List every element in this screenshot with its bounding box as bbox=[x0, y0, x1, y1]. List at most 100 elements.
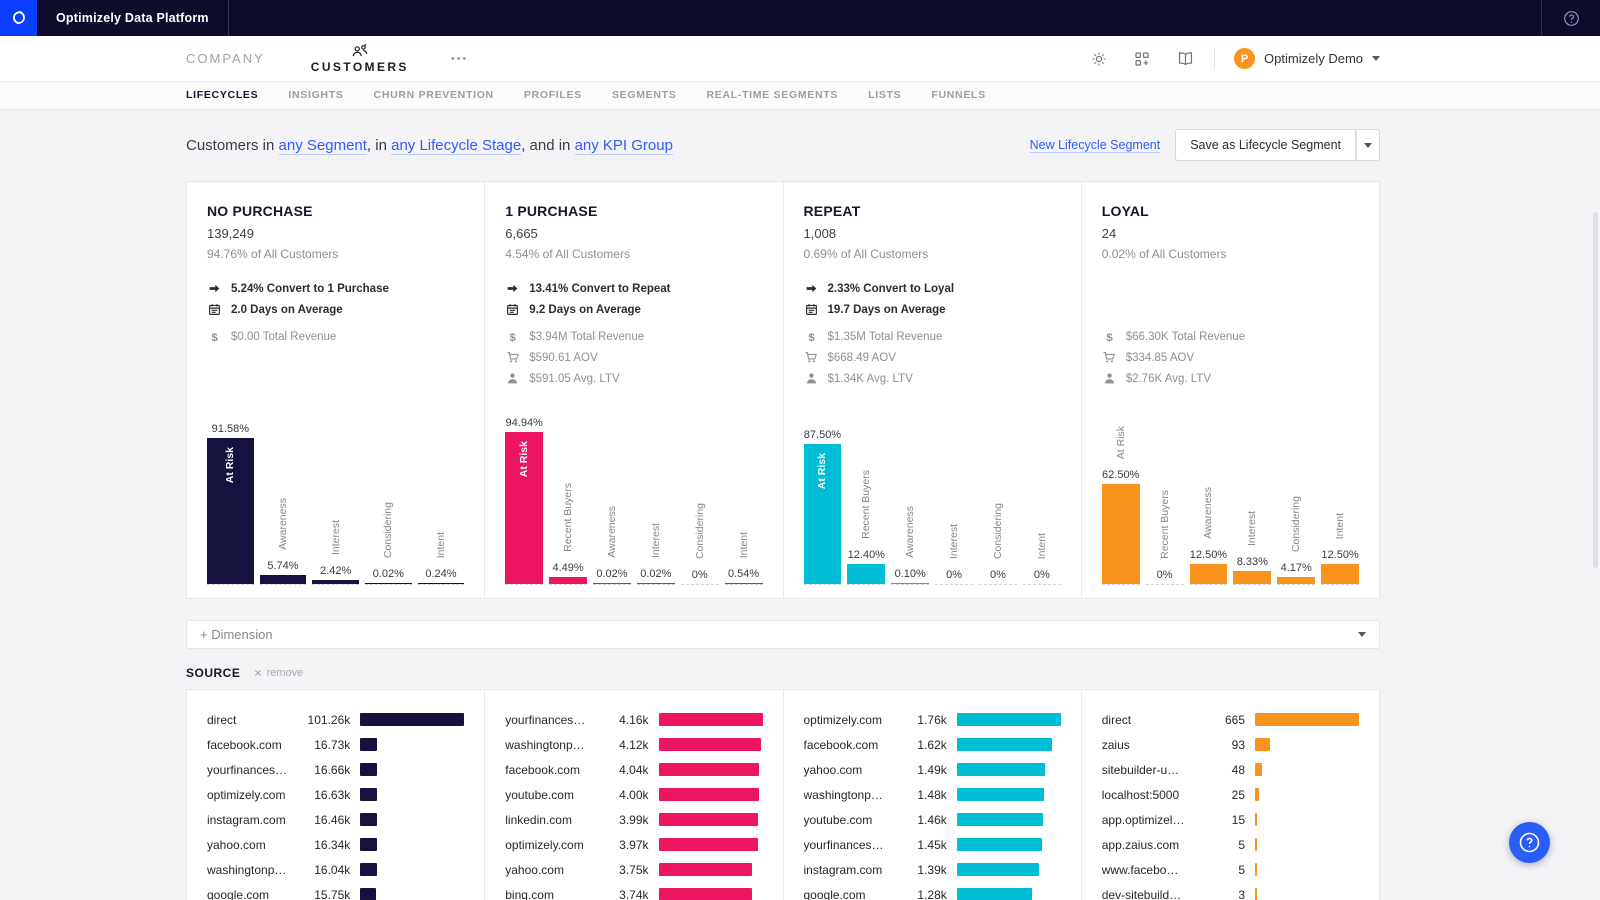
account-name[interactable]: Optimizely Demo bbox=[1264, 51, 1363, 66]
source-panel: optimizely.com 1.76k facebook.com 1.62k yaho… bbox=[784, 690, 1082, 900]
stat-row: $ $3.94M Total Revenue bbox=[505, 326, 762, 347]
source-bar bbox=[658, 713, 763, 726]
nav-company[interactable]: COMPANY bbox=[186, 51, 265, 66]
lifecycle-bar[interactable] bbox=[1233, 570, 1272, 584]
save-as-lifecycle-segment-button[interactable]: Save as Lifecycle Segment bbox=[1175, 129, 1356, 161]
optimizely-logo[interactable] bbox=[0, 0, 37, 36]
source-bar bbox=[1255, 863, 1257, 876]
lifecycle-bar[interactable] bbox=[364, 583, 412, 584]
tab-lists[interactable]: LISTS bbox=[868, 89, 902, 101]
lifecycle-bar[interactable] bbox=[417, 583, 465, 584]
svg-text:$: $ bbox=[510, 332, 517, 344]
source-value: 1.39k bbox=[917, 862, 947, 877]
stage-title: REPEAT bbox=[803, 203, 861, 219]
lifecycle-bar[interactable] bbox=[1189, 564, 1228, 584]
lifecycle-bar[interactable] bbox=[1101, 484, 1140, 584]
lifecycle-bar[interactable] bbox=[593, 583, 631, 584]
bar-baseline bbox=[312, 584, 359, 585]
source-row: yahoo.com 16.34k bbox=[207, 832, 464, 857]
lifecycle-bar[interactable]: At Risk bbox=[803, 444, 842, 584]
lifecycle-bar[interactable] bbox=[1321, 564, 1359, 584]
source-value: 1.48k bbox=[917, 787, 947, 802]
save-button-group: Save as Lifecycle Segment bbox=[1175, 129, 1380, 161]
nav-more[interactable]: ••• bbox=[450, 52, 469, 65]
bar-label-text: Considering bbox=[382, 501, 395, 558]
source-bar bbox=[956, 738, 1053, 751]
tab-insights[interactable]: INSIGHTS bbox=[288, 89, 344, 101]
save-options-caret-button[interactable] bbox=[1356, 129, 1380, 161]
stage-panel-repeat: REPEAT 1,008 0.69% of All Customers 2.33% C… bbox=[784, 182, 1082, 598]
page-scrollbar-thumb[interactable] bbox=[1593, 212, 1598, 568]
arrow-right-icon bbox=[804, 282, 819, 295]
section-tabs: LIFECYCLES INSIGHTS CHURN PREVENTION PROFIL… bbox=[0, 82, 1600, 110]
lifecycle-bar[interactable] bbox=[259, 574, 307, 584]
source-row: facebook.com 1.62k bbox=[804, 732, 1061, 757]
docs-book-icon[interactable] bbox=[1177, 51, 1194, 66]
bar-cell-considering: Considering 4.17% bbox=[1277, 496, 1316, 585]
stat-row: $590.61 AOV bbox=[505, 347, 762, 368]
nav-customers[interactable]: CUSTOMERS bbox=[311, 43, 409, 74]
segment-filter-link[interactable]: any Segment bbox=[278, 136, 367, 155]
stage-share: 0.02% of All Customers bbox=[1101, 247, 1227, 261]
source-row: bing.com 3.74k bbox=[505, 882, 762, 900]
nav-customers-label: CUSTOMERS bbox=[310, 60, 409, 74]
new-lifecycle-segment-link[interactable]: New Lifecycle Segment bbox=[1029, 137, 1161, 153]
tab-funnels[interactable]: FUNNELS bbox=[931, 89, 986, 101]
kpi-filter-link[interactable]: any KPI Group bbox=[574, 136, 673, 155]
bar-cell-at-risk: At Risk 62.50% bbox=[1101, 426, 1140, 585]
lifecycle-bar[interactable] bbox=[312, 580, 359, 584]
source-value: 3.99k bbox=[619, 812, 649, 827]
source-bar-area bbox=[658, 838, 763, 851]
lifecycle-bar[interactable]: At Risk bbox=[505, 432, 544, 584]
source-label: direct bbox=[1101, 712, 1132, 727]
account-avatar[interactable]: P bbox=[1234, 48, 1256, 69]
source-row: optimizely.com 1.76k bbox=[804, 707, 1061, 732]
bar-baseline bbox=[979, 584, 1017, 585]
source-label: yahoo.com bbox=[505, 862, 564, 877]
settings-gear-icon[interactable] bbox=[1091, 51, 1107, 67]
source-label: app.zaius.com bbox=[1101, 837, 1180, 852]
source-bar bbox=[658, 738, 762, 751]
bar-label-text: Recent Buyers bbox=[860, 470, 873, 540]
source-label: localhost:5000 bbox=[1101, 787, 1180, 802]
bar-label: Recent Buyers bbox=[1159, 490, 1171, 562]
source-bar bbox=[1255, 888, 1257, 900]
stage-share: 0.69% of All Customers bbox=[803, 247, 929, 261]
tab-real-time-segments[interactable]: REAL-TIME SEGMENTS bbox=[706, 89, 839, 101]
stage-panel-1-purchase: 1 PURCHASE 6,665 4.54% of All Customers 13.… bbox=[485, 182, 784, 598]
help-icon[interactable] bbox=[1542, 10, 1600, 27]
lifecycle-bar[interactable]: At Risk bbox=[207, 437, 254, 584]
bar-value: 0% bbox=[1033, 569, 1050, 581]
bar-label: At Risk bbox=[505, 441, 543, 477]
apps-grid-icon[interactable] bbox=[1134, 51, 1150, 67]
lifecycle-bar[interactable] bbox=[636, 583, 675, 584]
stat-text: 19.7 Days on Average bbox=[827, 303, 946, 316]
bar-cell-interest: Interest 0% bbox=[935, 524, 973, 585]
source-row: youtube.com 1.46k bbox=[804, 807, 1061, 832]
bar-cell-awareness: Awareness 0.02% bbox=[593, 506, 631, 585]
add-dimension-bar[interactable]: + Dimension bbox=[186, 620, 1380, 649]
bar-baseline bbox=[593, 584, 631, 585]
lifecycle-bar[interactable] bbox=[724, 583, 763, 584]
lifecycle-bar[interactable] bbox=[891, 583, 930, 584]
source-remove-button[interactable]: ✕ remove bbox=[253, 667, 303, 680]
lifecycle-bar[interactable] bbox=[1277, 577, 1316, 584]
tab-churn-prevention[interactable]: CHURN PREVENTION bbox=[373, 89, 494, 101]
account-caret-icon[interactable] bbox=[1372, 56, 1380, 61]
stat-row: 2.33% Convert to Loyal bbox=[804, 278, 1061, 299]
dollar-icon: $ bbox=[804, 330, 819, 344]
bar-label: Recent Buyers bbox=[860, 470, 872, 542]
lifecycle-bar[interactable] bbox=[847, 564, 886, 584]
floating-help-button[interactable] bbox=[1509, 822, 1550, 863]
tab-segments[interactable]: SEGMENTS bbox=[611, 89, 677, 101]
source-value: 3 bbox=[1238, 887, 1245, 900]
tab-lifecycles[interactable]: LIFECYCLES bbox=[186, 89, 259, 101]
filter-sentence: Customers in any Segment, in any Lifecyc… bbox=[186, 136, 1030, 155]
tab-profiles[interactable]: PROFILES bbox=[523, 89, 582, 101]
lifecycle-bar[interactable] bbox=[549, 576, 587, 584]
lifecycle-filter-link[interactable]: any Lifecycle Stage bbox=[391, 136, 522, 155]
bar-label: Interest bbox=[1246, 511, 1258, 549]
customers-people-icon bbox=[352, 43, 368, 57]
bar-label: At Risk bbox=[1115, 426, 1127, 462]
source-row: yahoo.com 3.75k bbox=[505, 857, 762, 882]
